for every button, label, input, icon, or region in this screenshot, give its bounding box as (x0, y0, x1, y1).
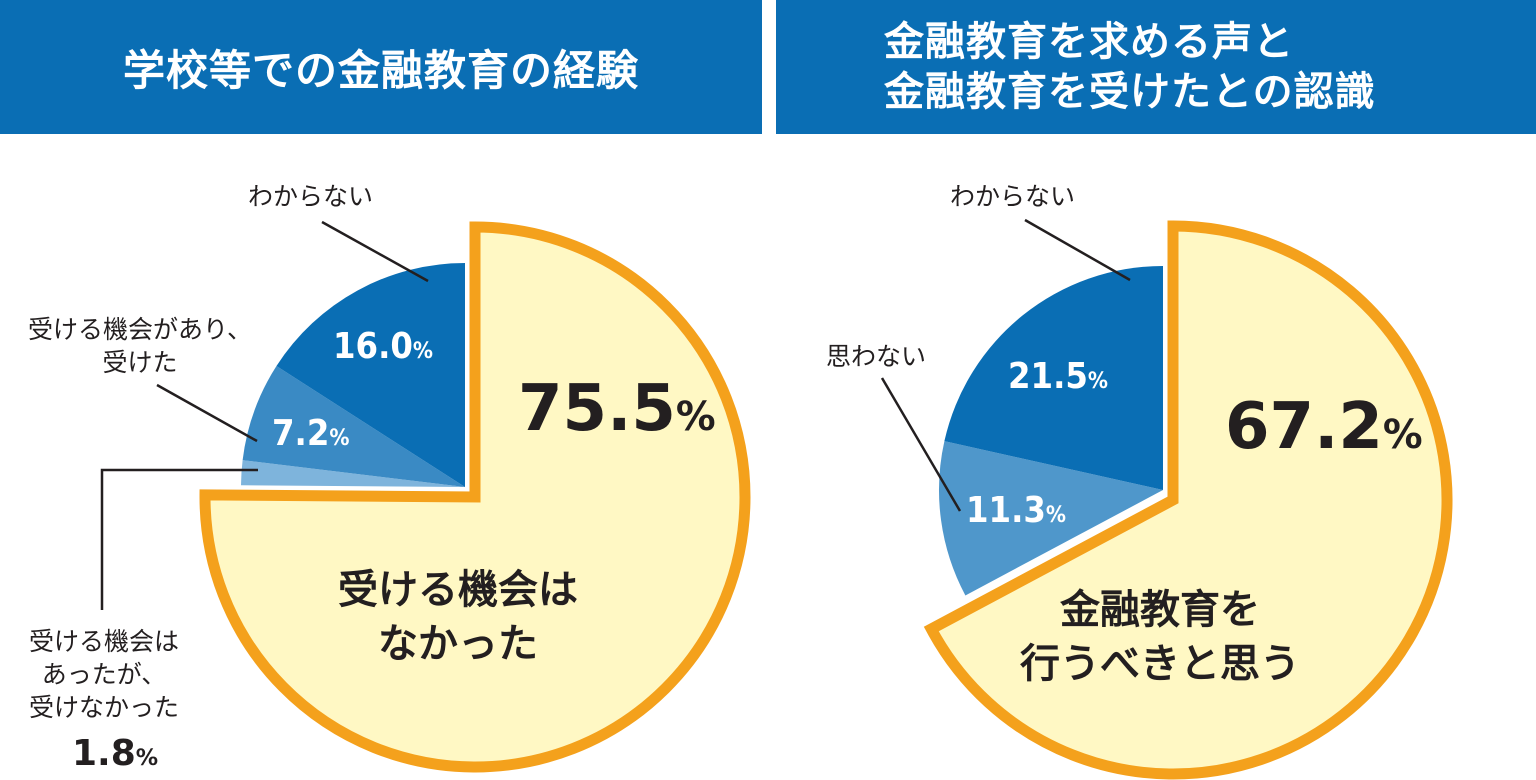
percent-sign: % (412, 338, 434, 364)
left-chart-header: 学校等での金融教育の経験 (0, 0, 762, 134)
right-label-wakaranai: わからない (950, 180, 1075, 213)
label-line: なかった (378, 621, 538, 667)
right-pie-chart (923, 220, 1453, 780)
pie-slice (938, 441, 1163, 596)
left-value-ukenakatta: 1.8% (72, 733, 158, 774)
label-text: 思わない (826, 342, 927, 371)
right-chart-title-line2: 金融教育を受けたとの認識 (884, 69, 1376, 115)
percent-sign: % (1087, 368, 1109, 394)
pie-slice (242, 366, 465, 487)
pie-slice-highlight (923, 220, 1453, 780)
value-number: 67.2 (1225, 390, 1383, 464)
right-chart-title-line1: 金融教育を求める声と (884, 19, 1294, 65)
leader-line-left-wakaranai (321, 220, 429, 283)
left-label-nakatta: 受ける機会は なかった (338, 563, 578, 671)
left-label-ukenakatta: 受ける機会は あったが、 受けなかった (24, 625, 184, 724)
value-number: 75.5 (518, 372, 676, 446)
label-text: わからない (248, 182, 374, 211)
value-number: 11.3 (966, 490, 1046, 531)
percent-sign: % (675, 394, 716, 440)
left-label-wakaranai: わからない (248, 180, 373, 213)
left-value-uketa: 7.2% (272, 413, 350, 454)
label-text: わからない (950, 182, 1076, 211)
left-label-uketa: 受ける機会があり、 受けた (28, 313, 252, 379)
left-chart-title: 学校等での金融教育の経験 (122, 45, 639, 95)
pie-slice (241, 460, 465, 487)
label-line: 受けた (102, 348, 178, 377)
leader-line-left-uketa (156, 383, 258, 443)
right-label-omowanai: 思わない (826, 340, 926, 373)
value-number: 21.5 (1008, 356, 1088, 397)
pie-slice (944, 266, 1163, 490)
right-value-omou: 67.2% (1225, 390, 1423, 464)
pie-slice-highlight (199, 221, 751, 773)
right-chart-title: 金融教育を求める声と 金融教育を受けたとの認識 (884, 17, 1376, 117)
label-line: 受ける機会は (338, 567, 578, 613)
pie-slice (276, 263, 465, 487)
percent-sign: % (329, 425, 350, 451)
leader-lines (100, 218, 1131, 610)
right-value-omowanai: 11.3% (966, 490, 1066, 531)
label-line: 受けなかった (28, 693, 179, 722)
left-value-nakatta: 75.5% (518, 372, 716, 446)
left-pie-chart (199, 221, 751, 773)
leader-line-right-wakaranai (1024, 218, 1131, 282)
percent-sign: % (1382, 412, 1423, 458)
leader-line-left-ukenakatta (100, 468, 258, 610)
right-chart-header: 金融教育を求める声と 金融教育を受けたとの認識 (776, 0, 1536, 134)
right-value-wakaranai: 21.5% (1008, 356, 1108, 397)
label-line: 受ける機会は (28, 627, 179, 656)
leader-line-right-omowanai (880, 377, 962, 512)
label-line: あったが、 (41, 660, 167, 689)
percent-sign: % (1045, 502, 1067, 528)
left-value-wakaranai: 16.0% (333, 326, 433, 367)
label-line: 金融教育を (1060, 587, 1260, 633)
percent-sign: % (135, 745, 159, 771)
value-number: 16.0 (333, 326, 413, 367)
right-label-omou: 金融教育を 行うべきと思う (1020, 583, 1300, 691)
label-line: 受ける機会があり、 (28, 315, 253, 344)
value-number: 1.8 (72, 733, 136, 774)
label-line: 行うべきと思う (1020, 641, 1300, 687)
value-number: 7.2 (272, 413, 330, 454)
